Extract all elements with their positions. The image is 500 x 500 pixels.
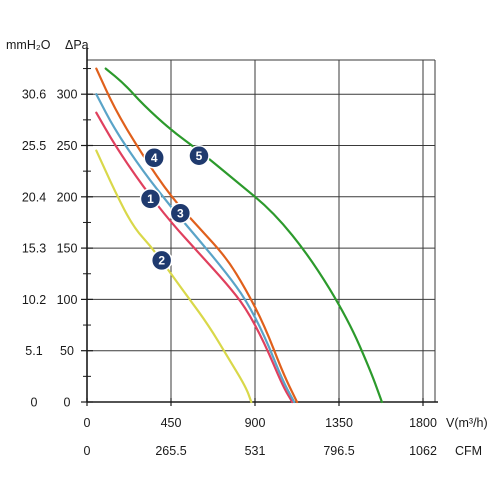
y-tick-label-mmh2o: 0	[31, 396, 38, 410]
x-tick-label-flow: 1350	[325, 416, 353, 430]
x-tick-label-cfm: 796.5	[323, 444, 354, 458]
chart-series	[95, 67, 383, 404]
x-unit-label-cfm: CFM	[455, 444, 482, 458]
y-tick-label-pa: 50	[60, 344, 74, 358]
series-curve-4	[95, 67, 299, 404]
series-curve-5	[104, 67, 383, 404]
x-tick-label-cfm: 265.5	[155, 444, 186, 458]
series-curve-2	[95, 149, 253, 404]
chart-labels: 05010015020025030005.110.215.320.425.530…	[6, 38, 488, 458]
series-marker-5	[188, 145, 210, 167]
y-tick-label-mmh2o: 10.2	[22, 293, 46, 307]
y-tick-label-pa: 300	[57, 88, 78, 102]
x-tick-label-flow: 900	[245, 416, 266, 430]
x-tick-label-cfm: 531	[245, 444, 266, 458]
series-marker-label-3: 3	[177, 206, 184, 220]
x-unit-label-flow: V(m³/h)	[446, 416, 488, 430]
x-tick-label-cfm: 0	[84, 444, 91, 458]
series-marker-label-4: 4	[151, 151, 158, 165]
y-tick-label-pa: 100	[57, 293, 78, 307]
series-marker-2	[150, 249, 173, 272]
x-tick-label-flow: 1800	[409, 416, 437, 430]
series-marker-3	[169, 202, 192, 224]
y-tick-label-mmh2o: 5.1	[25, 344, 42, 358]
chart-axes	[81, 48, 438, 406]
series-marker-label-2: 2	[158, 254, 165, 268]
series-marker-4	[143, 147, 165, 169]
y-tick-label-pa: 200	[57, 190, 78, 204]
series-curve-3	[95, 93, 296, 404]
series-marker-label-5: 5	[196, 149, 203, 163]
y-unit-label-pa: ΔPa	[65, 38, 89, 52]
series-marker-label-1: 1	[147, 192, 154, 206]
x-tick-label-cfm: 1062	[409, 444, 437, 458]
series-marker-1	[139, 188, 162, 210]
y-tick-label-pa: 0	[64, 396, 71, 410]
chart-markers: 1 2 3 4 5	[139, 145, 210, 272]
y-tick-label-mmh2o: 20.4	[22, 190, 46, 204]
y-tick-label-mmh2o: 15.3	[22, 242, 46, 256]
y-tick-label-pa: 250	[57, 139, 78, 153]
y-tick-label-mmh2o: 25.5	[22, 139, 46, 153]
y-unit-label-mmh2o: mmH₂O	[6, 38, 51, 52]
x-tick-label-flow: 0	[84, 416, 91, 430]
series-curve-1	[95, 111, 294, 404]
y-tick-label-mmh2o: 30.6	[22, 88, 46, 102]
chart-grid	[87, 59, 436, 402]
y-tick-label-pa: 150	[57, 242, 78, 256]
x-tick-label-flow: 450	[161, 416, 182, 430]
